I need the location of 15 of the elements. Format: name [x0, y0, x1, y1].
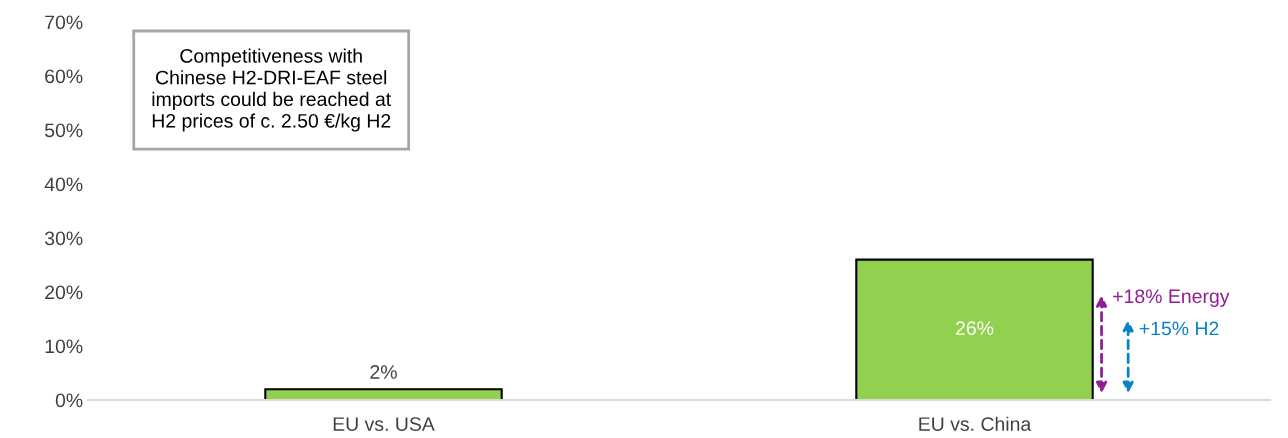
x-tick-label: EU vs. USA [333, 417, 435, 431]
y-tick-label: 50% [45, 123, 83, 138]
annotation: +18% Energy [1113, 289, 1230, 307]
x-tick-label: EU vs. China [919, 416, 1032, 431]
y-tick-label: 40% [44, 177, 83, 192]
y-tick-label: 70% [45, 15, 83, 30]
data-label: 2% [370, 365, 397, 379]
y-tick-label: 10% [45, 339, 83, 354]
y-tick-label: 30% [44, 231, 83, 246]
y-tick-label: 20% [45, 285, 83, 300]
annotation: Competitiveness with Chinese H2-DRI-EAF steel imports could be reached at H2 prices of c. 2.50 €/kg H2 [152, 48, 392, 132]
annotation: +15% H2 [1139, 321, 1219, 336]
data-label: 26% [956, 321, 994, 336]
y-tick-label: 0% [55, 393, 83, 408]
y-tick-label: 60% [45, 69, 83, 84]
